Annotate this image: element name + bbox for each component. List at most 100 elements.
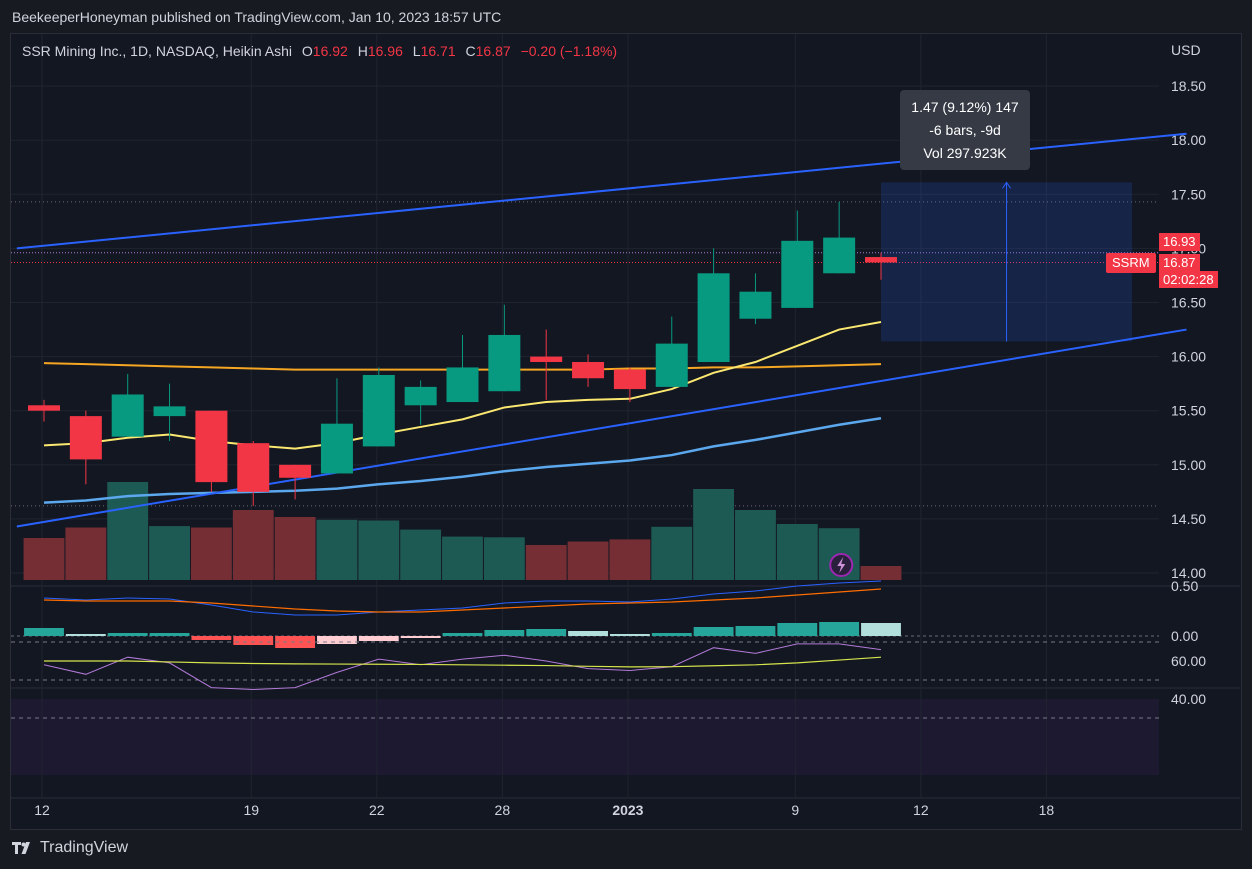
volume-bar <box>23 538 65 580</box>
price-tick-label: 14.50 <box>1171 511 1206 527</box>
legend-open-label: O <box>301 43 313 59</box>
macd-signal-line <box>43 588 882 613</box>
macd-histogram-bar <box>819 622 860 636</box>
candle-body <box>320 423 353 474</box>
rsi-ma-line <box>44 656 882 668</box>
macd-histogram-bar <box>568 631 608 636</box>
candle-body <box>195 410 228 483</box>
macd-histogram-bar <box>609 634 650 636</box>
price-tick-label: 16.00 <box>1171 349 1206 365</box>
lightning-icon-glyph <box>837 557 846 573</box>
macd-histogram-bar <box>735 626 776 636</box>
candle-body <box>572 362 605 379</box>
legend-close-label: C <box>465 43 476 59</box>
rsi-tick-label: 60.00 <box>1171 653 1206 669</box>
measure-line-3: Vol 297.923K <box>923 145 1007 161</box>
volume-bar <box>483 537 525 580</box>
candle-body <box>362 374 395 447</box>
macd-histogram-bar <box>65 634 106 636</box>
measure-arrow-head <box>1002 181 1011 189</box>
legend-change: −0.20 (−1.18%) <box>520 43 618 59</box>
volume-bar <box>65 527 107 580</box>
legend-high: 16.96 <box>367 43 403 59</box>
macd-histogram-bar <box>358 636 399 641</box>
macd-tick-label: 0.00 <box>1171 628 1198 644</box>
ma-slow-line <box>43 417 882 504</box>
macd-histogram-bar <box>693 627 734 636</box>
macd-histogram-bar <box>777 623 818 636</box>
price-tick-label: 17.50 <box>1171 186 1206 202</box>
macd-line <box>43 580 882 616</box>
legend-symbol: SSR Mining Inc., 1D, NASDAQ, Heikin Ashi <box>22 43 292 59</box>
x-tick-label: 9 <box>791 802 799 818</box>
macd-histogram-bar <box>400 636 441 638</box>
price-tick-label: 14.00 <box>1171 565 1206 581</box>
macd-histogram-bar <box>233 636 274 645</box>
volume-bar <box>693 489 735 580</box>
volume-bar <box>567 541 609 580</box>
volume-bar <box>232 510 274 580</box>
volume-bar <box>609 539 651 580</box>
candle-body <box>781 240 814 308</box>
volume-bar <box>274 517 316 580</box>
macd-histogram-bar <box>484 630 525 636</box>
symbol-tag: SSRM <box>1106 253 1156 273</box>
volume-bar <box>735 510 776 580</box>
candle-body <box>153 406 186 417</box>
volume-bar <box>149 526 190 580</box>
candle-body <box>613 369 646 390</box>
candle-body <box>697 273 730 363</box>
macd-histogram-bar <box>442 633 483 636</box>
price-tick-label: 16.50 <box>1171 295 1206 311</box>
volume-bar <box>860 566 902 580</box>
high-price-tag: 16.93 <box>1159 233 1200 251</box>
measure-line-1: 1.47 (9.12%) 147 <box>911 99 1019 115</box>
candle-body <box>404 386 437 406</box>
macd-histogram-bar <box>861 623 901 636</box>
macd-histogram-bar <box>107 633 148 636</box>
macd-histogram-bar <box>275 636 316 648</box>
price-tick-label: 15.00 <box>1171 457 1206 473</box>
tradingview-logo-icon <box>12 841 34 855</box>
macd-histogram-bar <box>24 628 64 636</box>
macd-histogram-bar <box>191 636 232 640</box>
candle-body <box>69 416 102 460</box>
candle-body <box>279 464 312 478</box>
measure-line-2: -6 bars, -9d <box>929 122 1001 138</box>
footer-brand[interactable]: TradingView <box>12 839 128 857</box>
measure-tooltip: 1.47 (9.12%) 147 -6 bars, -9d Vol 297.92… <box>900 90 1030 170</box>
volume-bar <box>358 520 400 580</box>
legend-open: 16.92 <box>312 43 348 59</box>
candle-body <box>111 394 144 437</box>
countdown-tag: 02:02:28 <box>1159 271 1218 288</box>
legend-low-label: L <box>412 43 421 59</box>
chart-legend: SSR Mining Inc., 1D, NASDAQ, Heikin Ashi… <box>22 43 617 59</box>
x-tick-label: 12 <box>913 802 929 818</box>
volume-bar <box>316 519 358 580</box>
volume-bar <box>442 536 483 580</box>
price-tick-label: 18.00 <box>1171 132 1206 148</box>
macd-histogram-bar <box>149 633 190 636</box>
currency-label[interactable]: USD <box>1171 42 1201 58</box>
legend-high-label: H <box>357 43 368 59</box>
candle-body <box>739 291 772 319</box>
candle-body <box>28 405 60 411</box>
price-tick-label: 18.50 <box>1171 78 1206 94</box>
candle-body <box>488 334 521 392</box>
macd-histogram-bar <box>651 633 692 636</box>
legend-low: 16.71 <box>420 43 456 59</box>
ma-fast-line <box>43 320 882 450</box>
candle-body <box>446 367 479 403</box>
macd-histogram-bar <box>526 629 567 636</box>
last-price-tag: 16.87 <box>1159 254 1200 271</box>
macd-tick-label: 0.50 <box>1171 578 1198 594</box>
x-tick-label: 12 <box>34 802 50 818</box>
x-tick-label: 22 <box>369 802 385 818</box>
rsi-line <box>43 643 882 691</box>
publish-info: BeekeeperHoneyman published on TradingVi… <box>12 9 502 25</box>
candle-body <box>865 257 897 263</box>
candle-body <box>530 356 563 363</box>
channel-lower-line <box>16 328 1187 528</box>
x-tick-label: 18 <box>1039 802 1055 818</box>
